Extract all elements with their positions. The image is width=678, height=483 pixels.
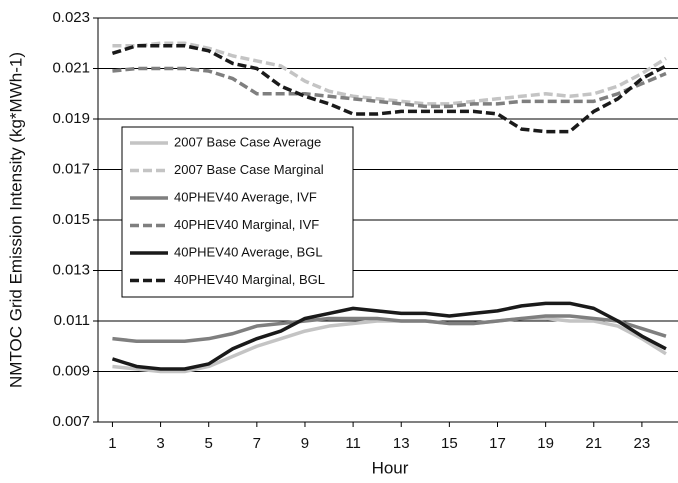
y-tick-label: 0.019 [52, 110, 90, 127]
x-tick-label: 7 [253, 435, 261, 452]
series-line [111, 301, 667, 371]
legend-box [121, 126, 354, 298]
series-line [111, 44, 667, 134]
x-tick-label: 3 [156, 435, 164, 452]
x-tick-label: 23 [634, 435, 651, 452]
y-tick-label: 0.017 [52, 160, 90, 177]
x-tick-label: 17 [489, 435, 506, 452]
y-tick-label: 0.009 [52, 362, 90, 379]
legend-label: 40PHEV40 Average, BGL [174, 244, 323, 259]
x-tick-label: 1 [108, 435, 116, 452]
legend-label: 2007 Base Case Average [174, 134, 321, 149]
series-line [112, 41, 667, 106]
x-tick-label: 13 [393, 435, 410, 452]
x-tick-label: 19 [537, 435, 554, 452]
x-tick-label: 11 [345, 435, 361, 452]
y-axis-label: NMTOC Grid Emission Intensity (kg*MWh-1) [6, 52, 25, 388]
series-line [112, 316, 667, 374]
legend: 2007 Base Case Average 2007 Base Case Mar… [121, 126, 354, 298]
x-axis-label: Hour [372, 458, 409, 477]
legend-label: 40PHEV40 Marginal, BGL [174, 272, 325, 287]
y-tick-label: 0.011 [54, 312, 90, 329]
legend-label: 40PHEV40 Average, IVF [174, 189, 317, 204]
x-tick-label: 9 [301, 435, 309, 452]
y-tick-label: 0.007 [52, 413, 90, 430]
x-tick-label: 21 [585, 435, 602, 452]
x-tick-label: 5 [205, 435, 213, 452]
x-tick-label: 15 [441, 435, 458, 452]
y-tick-label: 0.013 [52, 261, 90, 278]
y-tick-label: 0.023 [52, 9, 90, 26]
y-tick-label: 0.021 [52, 59, 90, 76]
legend-label: 40PHEV40 Marginal, IVF [174, 217, 319, 232]
series-line [112, 314, 667, 343]
series-line [112, 66, 667, 109]
y-tick-label: 0.015 [52, 211, 90, 228]
legend-label: 2007 Base Case Marginal [174, 162, 324, 177]
